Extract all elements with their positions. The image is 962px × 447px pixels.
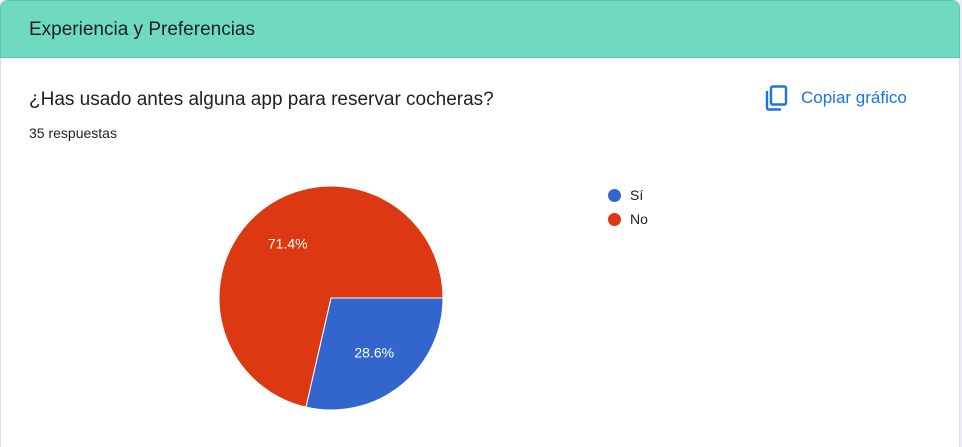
legend-dot: [608, 188, 621, 202]
legend-item[interactable]: Sí: [608, 183, 648, 207]
legend-label: No: [630, 211, 648, 227]
question-title: ¿Has usado antes alguna app para reserva…: [29, 89, 494, 110]
section-header: Experiencia y Preferencias: [0, 0, 960, 58]
pie-chart: 28.6% 71.4%: [218, 185, 444, 411]
legend-dot: [608, 212, 621, 226]
legend-item[interactable]: No: [608, 207, 648, 231]
copy-chart-button[interactable]: Copiar gráfico: [763, 80, 907, 116]
question-card: ¿Has usado antes alguna app para reserva…: [0, 58, 960, 447]
copy-icon: [763, 85, 789, 111]
copy-chart-label: Copiar gráfico: [801, 88, 907, 107]
pie-slice-0[interactable]: [305, 297, 444, 411]
pie-slice-1[interactable]: [218, 185, 444, 408]
legend-label: Sí: [630, 187, 644, 203]
chart-legend: Sí No: [608, 183, 648, 231]
section-title: Experiencia y Preferencias: [29, 19, 255, 40]
pie-label-0: 28.6%: [354, 344, 394, 360]
response-count: 35 respuestas: [29, 125, 117, 141]
pie-label-1: 71.4%: [268, 236, 308, 252]
